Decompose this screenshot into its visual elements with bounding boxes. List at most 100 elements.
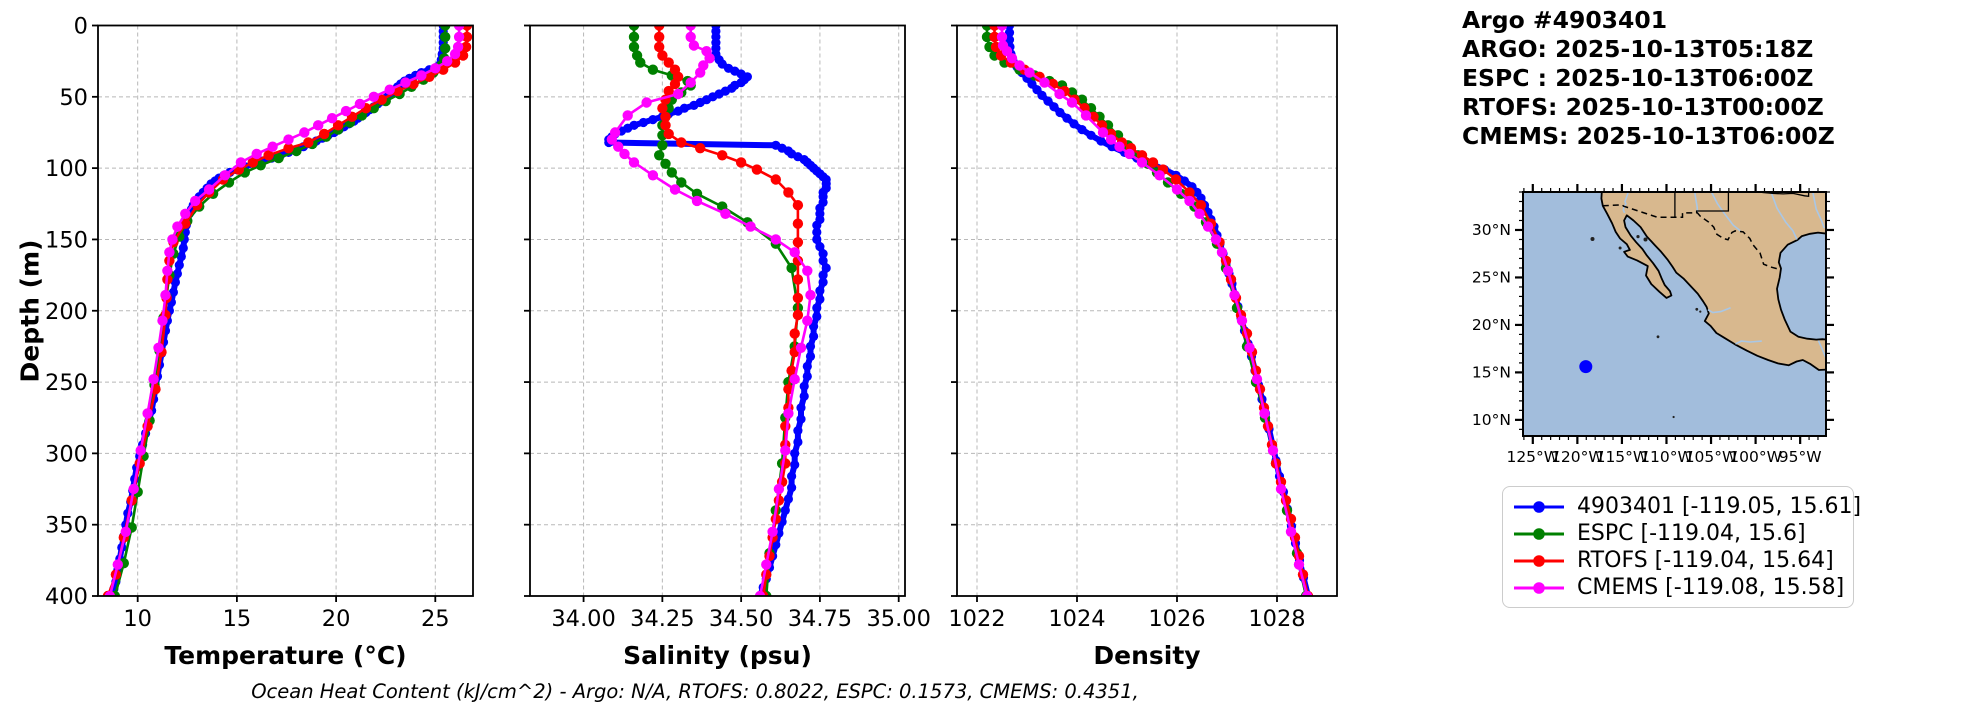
cmems-marker [235,157,247,168]
y-tick-label: 300 [45,441,88,467]
cmems-marker [135,445,146,456]
map-lon-label: 105°W [1685,448,1738,466]
rtofs-marker [654,41,665,53]
4903401-marker [176,252,186,262]
depth-axis-label: Depth (m) [15,239,45,383]
cmems-marker [167,234,178,245]
4903401-marker [1049,102,1059,112]
x-tick-label: 20 [322,606,351,632]
cmems-marker [1236,315,1248,326]
cmems-marker [453,31,465,43]
4903401-marker [793,437,803,447]
espc-legend-swatch [1514,527,1564,540]
cmems-marker [120,526,131,537]
river [1770,192,1798,240]
4903401-marker [787,471,797,481]
4903401-marker [1096,136,1106,146]
4903401-marker [818,256,828,266]
4903401-marker [1069,119,1079,129]
rtofs-marker [438,64,449,75]
4903401-marker [689,100,699,110]
river [1693,192,1699,213]
y-tick-label: 250 [45,370,88,396]
cmems-marker [996,31,1008,43]
cmems-marker [1216,247,1228,258]
4903401-marker [1077,125,1087,135]
cmems-marker [1124,148,1135,160]
y-tick-label: 350 [45,513,88,539]
4903401-marker [673,106,683,116]
x-tick-label: 34.50 [709,606,773,632]
x-tick-label: 25 [421,606,450,632]
cmems-marker [283,134,294,145]
4903401-marker [805,351,816,361]
island [1618,246,1622,250]
4903401-marker [799,391,809,401]
x-tick-label: 34.25 [630,606,694,632]
land-mexico-us [1600,192,1826,371]
espc-marker [676,177,687,188]
cmems-marker [773,483,785,495]
argo-timestamp: ARGO: 2025-10-13T05:18Z [1462,35,1814,63]
espc-marker [628,41,640,53]
4903401-marker [790,448,800,458]
cmems-marker [802,315,813,326]
cmems-marker [219,170,231,181]
rtofs-marker [717,150,728,161]
4903401-marker [812,220,822,230]
salinity-panel: 34.00 34.25 34.50 34.75 35.00 [524,24,931,632]
cmems-marker [1006,53,1018,64]
legend-label: 4903401 [-119.05, 15.61] [1577,494,1862,519]
rtofs-legend-swatch [1514,554,1564,567]
legend-item-espc: ESPC [-119.04, 15.6] [1511,520,1843,547]
y-tick-label: 50 [59,85,88,111]
cmems-marker [1194,208,1205,219]
map-canvas [1523,192,1826,436]
4903401-marker [821,263,831,273]
cmems-marker [628,157,640,168]
rtofs-marker [654,31,665,43]
cmems-marker [251,148,262,160]
cmems-marker [795,342,807,353]
island [1590,237,1595,241]
rtofs-marker [180,218,191,229]
rtofs-marker [332,120,344,131]
espc-marker [440,31,451,43]
cmems-marker [1301,590,1313,596]
cmems-marker [783,408,794,419]
4903401-marker [170,277,180,287]
rtofs-marker [792,292,804,304]
island [1656,335,1660,339]
4903401-marker [1004,35,1015,45]
cmems-marker [669,184,681,195]
map-lat-label: 20°N [1472,316,1511,334]
argo-legend-swatch [1514,500,1564,513]
float-position-marker [1579,360,1593,374]
rtofs-marker [789,328,800,339]
cmems-marker [400,77,411,88]
rtofs-marker [663,57,674,68]
espc-marker [255,160,266,171]
4903401-marker [1043,96,1053,106]
espc-marker [654,150,665,161]
rtofs-marker [792,200,804,211]
cmems-marker [1293,559,1305,570]
legend: 4903401 [-119.05, 15.61] ESPC [-119.04, … [1502,486,1861,608]
rtofs-marker [783,187,794,198]
cmems-marker [1251,374,1263,385]
legend-label: RTOFS [-119.04, 15.64] [1577,548,1834,573]
x-tick-label: 10 [123,606,152,632]
cmems-marker [1105,134,1117,145]
4903401-marker [1004,27,1015,38]
4903401-marker [818,277,828,287]
salinity-axis-label: Salinity (psu) [623,641,812,670]
4903401-marker [790,460,800,470]
legend-marker [1533,500,1545,513]
espc-marker [291,145,302,157]
cmems-marker [1184,195,1195,207]
river [1811,192,1825,229]
espc-marker [657,140,668,151]
4903401-marker [805,341,816,351]
espc-marker [660,158,671,169]
